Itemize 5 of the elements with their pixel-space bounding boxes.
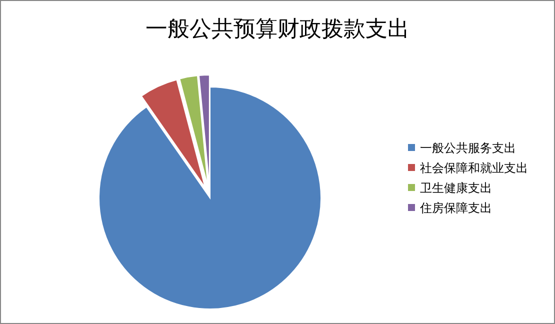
legend-label: 一般公共服务支出	[420, 141, 516, 155]
legend-label: 社会保障和就业支出	[420, 161, 528, 175]
legend-label: 卫生健康支出	[420, 181, 492, 195]
chart-title: 一般公共预算财政拨款支出	[146, 16, 410, 41]
legend-label: 住房保障支出	[419, 201, 492, 215]
